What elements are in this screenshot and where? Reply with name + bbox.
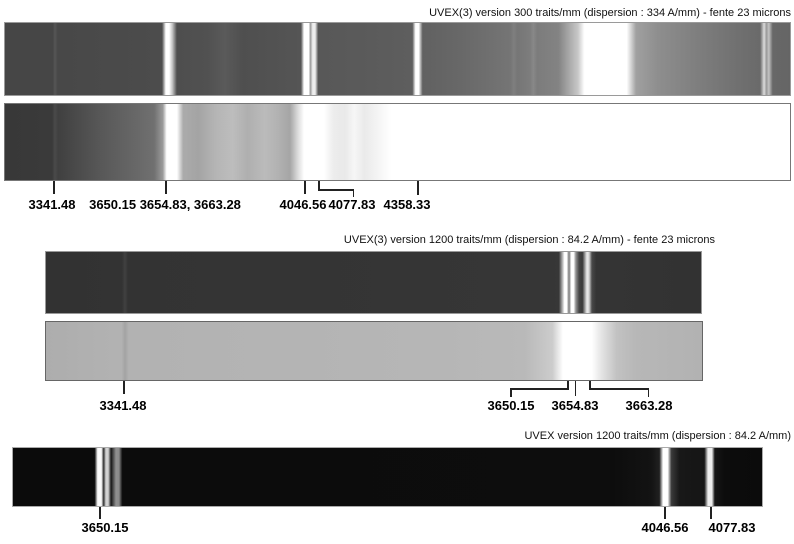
tick-3650-s1 (165, 181, 167, 194)
section1-title: UVEX(3) version 300 traits/mm (dispersio… (429, 7, 791, 19)
bracket-3650-bar (510, 388, 569, 390)
section3-title: UVEX version 1200 traits/mm (dispersion … (524, 430, 791, 442)
bracket-3663-bar (589, 388, 649, 390)
bracket-4077-left (318, 181, 320, 190)
bracket-4077-right (352, 189, 354, 197)
wavelength-label-4077-s3: 4077.83 (708, 520, 756, 535)
tick-3650-s3 (99, 507, 101, 519)
tick-3654-s2 (574, 381, 576, 396)
section2-spectrum-overexposed (45, 321, 703, 381)
bracket-3663-left (589, 381, 591, 390)
bracket-3650-left (510, 388, 512, 397)
tick-4358-s1 (417, 181, 419, 195)
wavelength-label-3341-s1: 3341.48 (28, 197, 76, 212)
bracket-3650-right (567, 381, 569, 390)
wavelength-label-3341-s2: 3341.48 (99, 398, 147, 413)
section3-spectrum (12, 447, 763, 507)
wavelength-label-3654-s2: 3654.83 (551, 398, 599, 413)
wavelength-label-3650-group-s1: 3650.15 3654.83, 3663.28 (89, 197, 241, 212)
wavelength-label-4077-s1: 4077.83 (328, 197, 376, 212)
wavelength-label-4046-s1: 4046.56 (279, 197, 327, 212)
section1-spectrum-overexposed (4, 103, 791, 181)
bracket-3663-right (647, 388, 649, 397)
wavelength-label-3650-s3: 3650.15 (81, 520, 129, 535)
wavelength-label-4046-s3: 4046.56 (641, 520, 689, 535)
section2-title: UVEX(3) version 1200 traits/mm (dispersi… (343, 234, 715, 246)
section2-spectrum-normal (45, 251, 702, 314)
tick-3341-s1 (53, 181, 55, 194)
tick-4077-s3 (710, 507, 712, 519)
bracket-4077-bar (318, 189, 354, 191)
tick-3341-s2 (123, 381, 125, 394)
wavelength-label-3663-s2: 3663.28 (625, 398, 673, 413)
wavelength-label-3650-s2: 3650.15 (487, 398, 535, 413)
section1-spectrum-normal (4, 22, 791, 96)
tick-4046-s1 (304, 181, 306, 194)
tick-4046-s3 (664, 507, 666, 519)
wavelength-label-4358-s1: 4358.33 (383, 197, 431, 212)
